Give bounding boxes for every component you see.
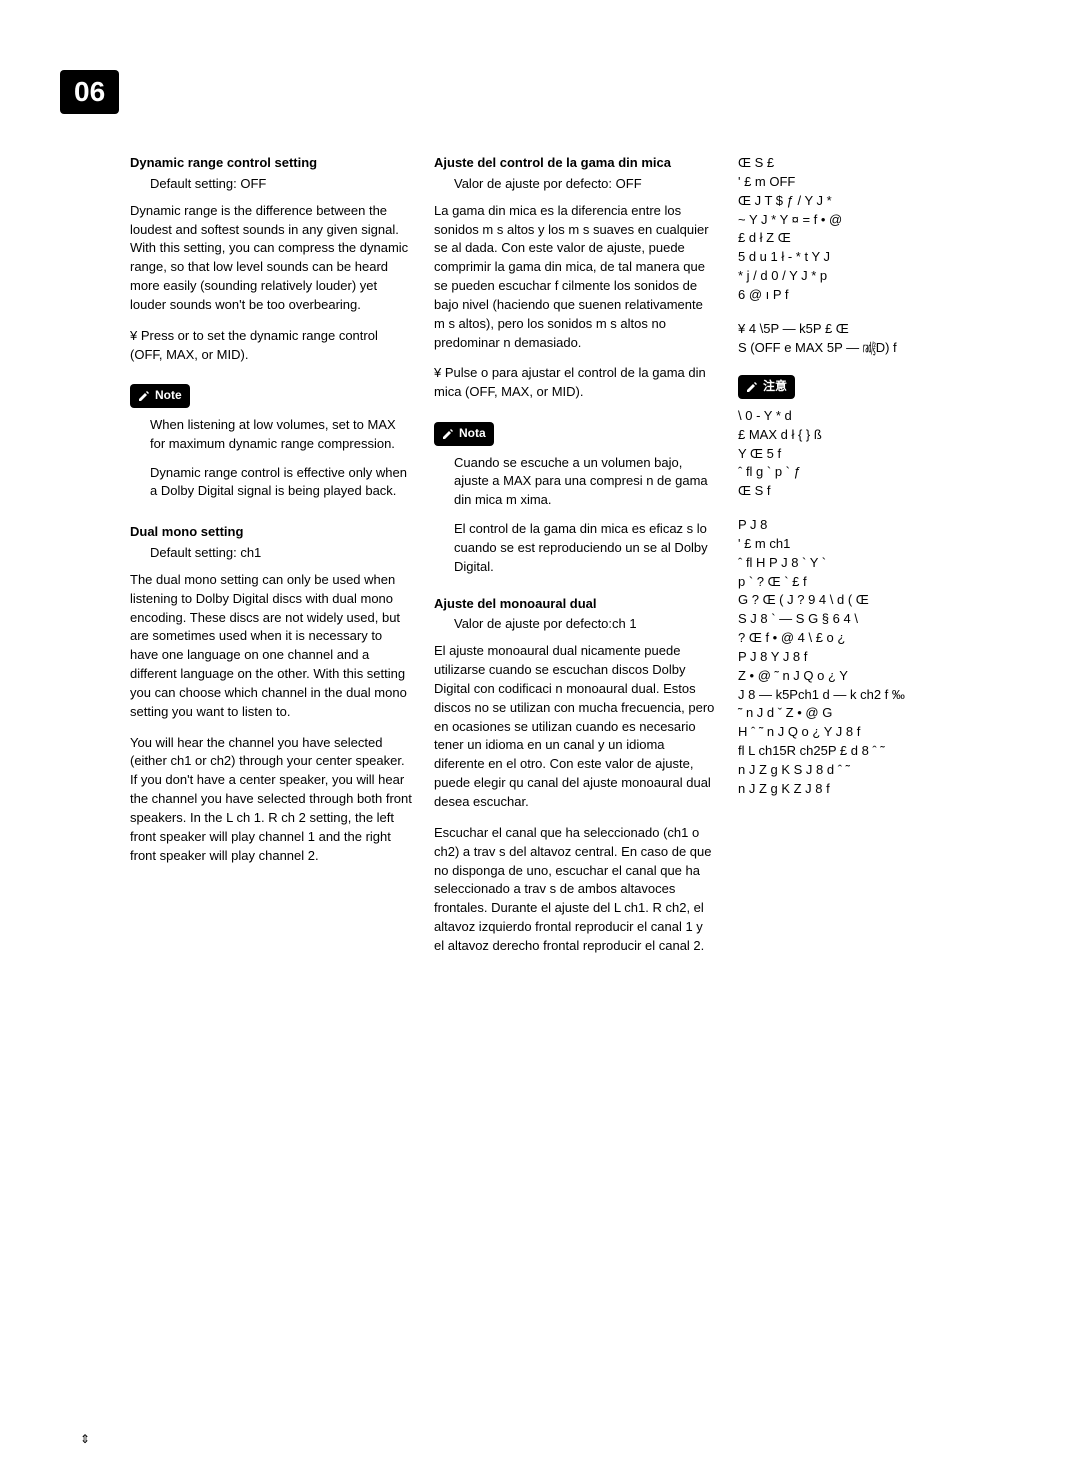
jp-line-22: n J Z g K S J 8 d ˆ ˜	[738, 761, 1020, 780]
jp-bullet-2: S (OFF e MAX 5P — ㎯D) f	[738, 339, 1020, 358]
note-item-2-es: El control de la gama din mica es eficaz…	[454, 520, 716, 577]
column-english: Dynamic range control setting Default se…	[130, 154, 412, 968]
jp-bullet-1: ¥ 4 \5P — k5P £ Œ	[738, 320, 1020, 339]
jp-line-1: Œ S £	[738, 154, 1020, 173]
dualmono-para1-en: The dual mono setting can only be used w…	[130, 571, 412, 722]
jp-line-16: P J 8 Y J 8 f	[738, 648, 1020, 667]
jp-line-7: * j / d 0 / Y J * p	[738, 267, 1020, 286]
jp-line-11: ˆ fl H P J 8 ` Y `	[738, 554, 1020, 573]
jp-line-3: Œ J T $ ƒ / Y J *	[738, 192, 1020, 211]
jp-note-1: \ 0 - Y * d	[738, 407, 1020, 426]
jp-line-8: 6 @ ı P f	[738, 286, 1020, 305]
pencil-icon	[746, 381, 758, 393]
dualmono-para2-es: Escuchar el canal que ha seleccionado (c…	[434, 824, 716, 956]
jp-note-3: Y Œ 5 f	[738, 445, 1020, 464]
page-number: ⇕	[80, 1432, 90, 1446]
drc-default-en: Default setting: OFF	[150, 175, 412, 194]
note-label-en: Note	[155, 387, 182, 404]
dualmono-para1-es: El ajuste monoaural dual nicamente puede…	[434, 642, 716, 812]
jp-note-5: Œ S f	[738, 482, 1020, 501]
note-badge-jp: 注意	[738, 375, 795, 398]
jp-line-14: S J 8 ` — S G § 6 4 \	[738, 610, 1020, 629]
jp-line-17: Z • @ ˜ n J Q o ¿ Y	[738, 667, 1020, 686]
pencil-icon	[138, 390, 150, 402]
columns-container: Dynamic range control setting Default se…	[130, 154, 1020, 968]
dualmono-default-en: Default setting: ch1	[150, 544, 412, 563]
drc-para-es: La gama din mica es la diferencia entre …	[434, 202, 716, 353]
jp-line-20: H ˆ ˜ n J Q o ¿ Y J 8 f	[738, 723, 1020, 742]
note-badge-en: Note	[130, 384, 190, 407]
jp-line-2: ' £ m OFF	[738, 173, 1020, 192]
note-item-1-en: When listening at low volumes, set to MA…	[150, 416, 412, 454]
chapter-badge: 06	[60, 70, 119, 114]
jp-line-5: £ d ł Z Œ	[738, 229, 1020, 248]
dualmono-heading-es: Ajuste del monoaural dual	[434, 595, 716, 614]
dualmono-heading-en: Dual mono setting	[130, 523, 412, 542]
drc-bullet-en: ¥ Press or to set the dynamic range cont…	[130, 327, 412, 365]
note-item-1-es: Cuando se escuche a un volumen bajo, aju…	[454, 454, 716, 511]
jp-line-13: G ? Œ ( J ? 9 4 \ d ( Œ	[738, 591, 1020, 610]
jp-line-21: fl L ch15R ch25P £ d 8 ˆ ˜	[738, 742, 1020, 761]
drc-heading-es: Ajuste del control de la gama din mica	[434, 154, 716, 173]
jp-line-12: p ` ? Œ ` £ f	[738, 573, 1020, 592]
jp-line-10: ' £ m ch1	[738, 535, 1020, 554]
column-japanese: Œ S £ ' £ m OFF Œ J T $ ƒ / Y J * ~ Y J …	[738, 154, 1020, 968]
pencil-icon	[442, 428, 454, 440]
jp-note-4: ˆ fl g ` p ` ƒ	[738, 463, 1020, 482]
drc-heading-en: Dynamic range control setting	[130, 154, 412, 173]
note-label-jp: 注意	[763, 378, 787, 395]
note-label-es: Nota	[459, 425, 486, 442]
jp-line-19: ˜ n J d ˇ Z • @ G	[738, 704, 1020, 723]
column-spanish: Ajuste del control de la gama din mica V…	[434, 154, 716, 968]
note-badge-es: Nota	[434, 422, 494, 445]
jp-line-9: P J 8	[738, 516, 1020, 535]
jp-line-15: ? Œ f • @ 4 \ £ o ¿	[738, 629, 1020, 648]
jp-line-18: J 8 — k5Pch1 d — k ch2 f ‰	[738, 686, 1020, 705]
drc-default-es: Valor de ajuste por defecto: OFF	[454, 175, 716, 194]
jp-note-2: £ MAX d ł { } ß	[738, 426, 1020, 445]
note-item-2-en: Dynamic range control is effective only …	[150, 464, 412, 502]
drc-para-en: Dynamic range is the difference between …	[130, 202, 412, 315]
jp-line-23: n J Z g K Z J 8 f	[738, 780, 1020, 799]
jp-line-4: ~ Y J * Y ¤ = f • @	[738, 211, 1020, 230]
drc-bullet-es: ¥ Pulse o para ajustar el control de la …	[434, 364, 716, 402]
dualmono-default-es: Valor de ajuste por defecto:ch 1	[454, 615, 716, 634]
dualmono-para2-en: You will hear the channel you have selec…	[130, 734, 412, 866]
jp-line-6: 5 d u 1 ł - * t Y J	[738, 248, 1020, 267]
